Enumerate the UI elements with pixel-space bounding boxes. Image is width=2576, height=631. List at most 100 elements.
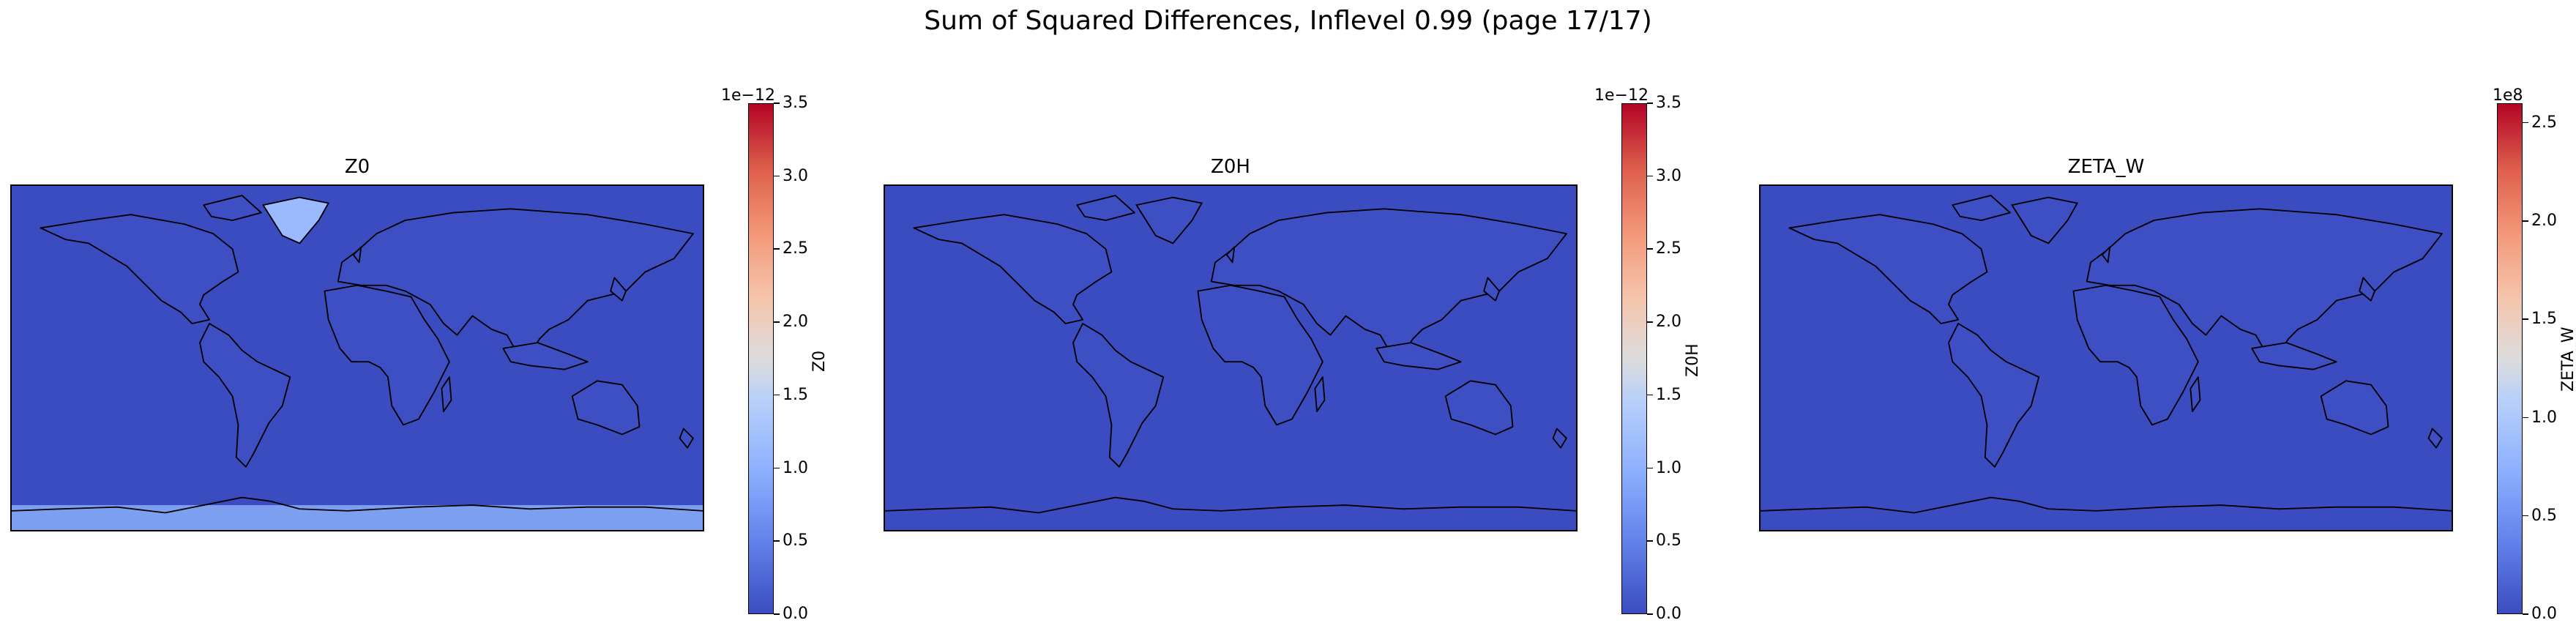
land-outline: [1072, 323, 1165, 468]
colorbar-label-zeta-w: ZETA_W: [2559, 326, 2576, 392]
colorbar-tick-label: 1.5: [783, 385, 808, 404]
land-outline: [1444, 380, 1514, 436]
colorbar-tick-mark: [774, 394, 780, 396]
land-outline: [337, 208, 694, 355]
panel-title-z0h: Z0H: [1211, 156, 1250, 178]
land-outline: [324, 284, 450, 426]
land-outline: [199, 323, 291, 468]
colorbar-tick-label: 1.5: [1656, 385, 1681, 404]
colorbar-label-z0h: Z0H: [1684, 343, 1702, 377]
land-outline: [441, 376, 452, 413]
antarctica-z0: [12, 505, 703, 530]
colorbar-tick-mark: [774, 248, 780, 250]
map-z0: [10, 184, 704, 531]
map-z0h: [884, 184, 1578, 531]
colorbar-tick-label: 2.0: [2531, 212, 2557, 231]
colorbar-tick-mark: [1647, 175, 1653, 177]
colorbar-tick-label: 3.0: [1656, 166, 1681, 185]
suptitle: Sum of Squared Differences, Inflevel 0.9…: [924, 6, 1652, 36]
map-z0h-svg: [885, 186, 1576, 530]
colorbar-tick-label: 1.0: [783, 458, 808, 477]
greenland-zeta-w: [2011, 196, 2079, 244]
map-z0-svg: [12, 186, 703, 530]
land-outline: [1197, 284, 1324, 426]
land-outline: [40, 214, 239, 324]
colorbar-tick-mark: [2523, 122, 2528, 124]
map-zeta-w-svg: [1761, 186, 2452, 530]
colorbar-tick-label: 0.5: [783, 531, 808, 550]
colorbar-z0h: [1621, 103, 1647, 614]
colorbar-tick-mark: [2523, 417, 2528, 419]
land-zeta-w: [1788, 195, 2443, 468]
colorbar-z0: [748, 103, 774, 614]
land-outline: [610, 277, 627, 302]
colorbar-tick-mark: [774, 102, 780, 104]
greenland-z0h: [1135, 196, 1203, 244]
land-outline: [571, 380, 641, 436]
colorbar-offset-z0h: 1e−12: [1594, 86, 1649, 105]
colorbar-tick-label: 1.0: [1656, 458, 1681, 477]
colorbar-tick-mark: [1647, 248, 1653, 250]
colorbar-offset-zeta-w: 1e8: [2493, 86, 2523, 105]
land-outline: [1375, 342, 1462, 370]
colorbar-tick-label: 0.0: [783, 605, 808, 623]
land-outline: [1952, 195, 2011, 221]
land-outline: [1788, 214, 1988, 324]
panel-title-z0: Z0: [344, 156, 370, 178]
colorbar-tick-mark: [2523, 220, 2528, 222]
land-outline: [2427, 427, 2443, 449]
colorbar-tick-mark: [2523, 318, 2528, 320]
colorbar-label-z0: Z0: [810, 350, 829, 372]
colorbar-tick-label: 0.5: [2531, 506, 2557, 525]
colorbar-tick-label: 2.5: [783, 239, 808, 258]
land-outline: [352, 246, 362, 264]
colorbar-tick-mark: [774, 175, 780, 177]
land-z0: [40, 195, 694, 468]
colorbar-tick-label: 2.5: [2531, 113, 2557, 132]
colorbar-tick-label: 2.0: [783, 313, 808, 332]
land-outline: [2189, 376, 2201, 413]
land-outline: [1552, 427, 1567, 449]
land-outline: [2251, 342, 2337, 370]
colorbar-tick-mark: [1647, 613, 1653, 615]
land-outline: [2359, 277, 2376, 302]
land-outline: [913, 214, 1113, 324]
colorbar-tick-label: 1.0: [2531, 408, 2557, 427]
land-outline: [1076, 195, 1135, 221]
colorbar-tick-label: 0.0: [2531, 605, 2557, 623]
colorbar-tick-mark: [1647, 540, 1653, 542]
land-outline: [502, 342, 589, 370]
colorbar-tick-mark: [774, 540, 780, 542]
panel-title-zeta-w: ZETA_W: [2067, 156, 2145, 178]
land-outline: [1314, 376, 1326, 413]
land-outline: [2086, 208, 2443, 355]
land-z0h: [913, 195, 1567, 468]
colorbar-tick-label: 0.0: [1656, 605, 1681, 623]
land-outline: [2072, 284, 2199, 426]
antarctica-coast-z0: [12, 496, 703, 514]
colorbar-tick-label: 3.5: [1656, 94, 1681, 112]
antarctica-coast-z0h: [885, 496, 1576, 514]
colorbar-tick-mark: [774, 613, 780, 615]
land-outline: [679, 427, 694, 449]
land-outline: [1225, 246, 1236, 264]
land-outline: [203, 195, 262, 221]
colorbar-tick-mark: [774, 321, 780, 323]
colorbar-tick-label: 2.5: [1656, 239, 1681, 258]
land-outline: [1948, 323, 2040, 468]
greenland-z0: [262, 196, 330, 244]
colorbar-zeta-w: [2497, 103, 2523, 614]
colorbar-tick-mark: [2523, 613, 2528, 615]
colorbar-tick-mark: [1647, 467, 1653, 469]
land-outline: [1210, 208, 1567, 355]
colorbar-tick-mark: [2523, 515, 2528, 517]
colorbar-tick-mark: [1647, 102, 1653, 104]
land-outline: [2101, 246, 2111, 264]
colorbar-tick-mark: [774, 467, 780, 469]
antarctica-coast-zeta-w: [1761, 496, 2452, 514]
colorbar-tick-mark: [1647, 394, 1653, 396]
land-outline: [2320, 380, 2389, 436]
colorbar-tick-mark: [1647, 321, 1653, 323]
colorbar-tick-label: 3.5: [783, 94, 808, 112]
colorbar-tick-label: 1.5: [2531, 310, 2557, 329]
